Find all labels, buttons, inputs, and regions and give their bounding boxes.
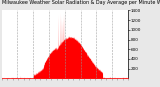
Text: Milwaukee Weather Solar Radiation & Day Average per Minute W/m2 (Today): Milwaukee Weather Solar Radiation & Day … <box>2 0 160 5</box>
